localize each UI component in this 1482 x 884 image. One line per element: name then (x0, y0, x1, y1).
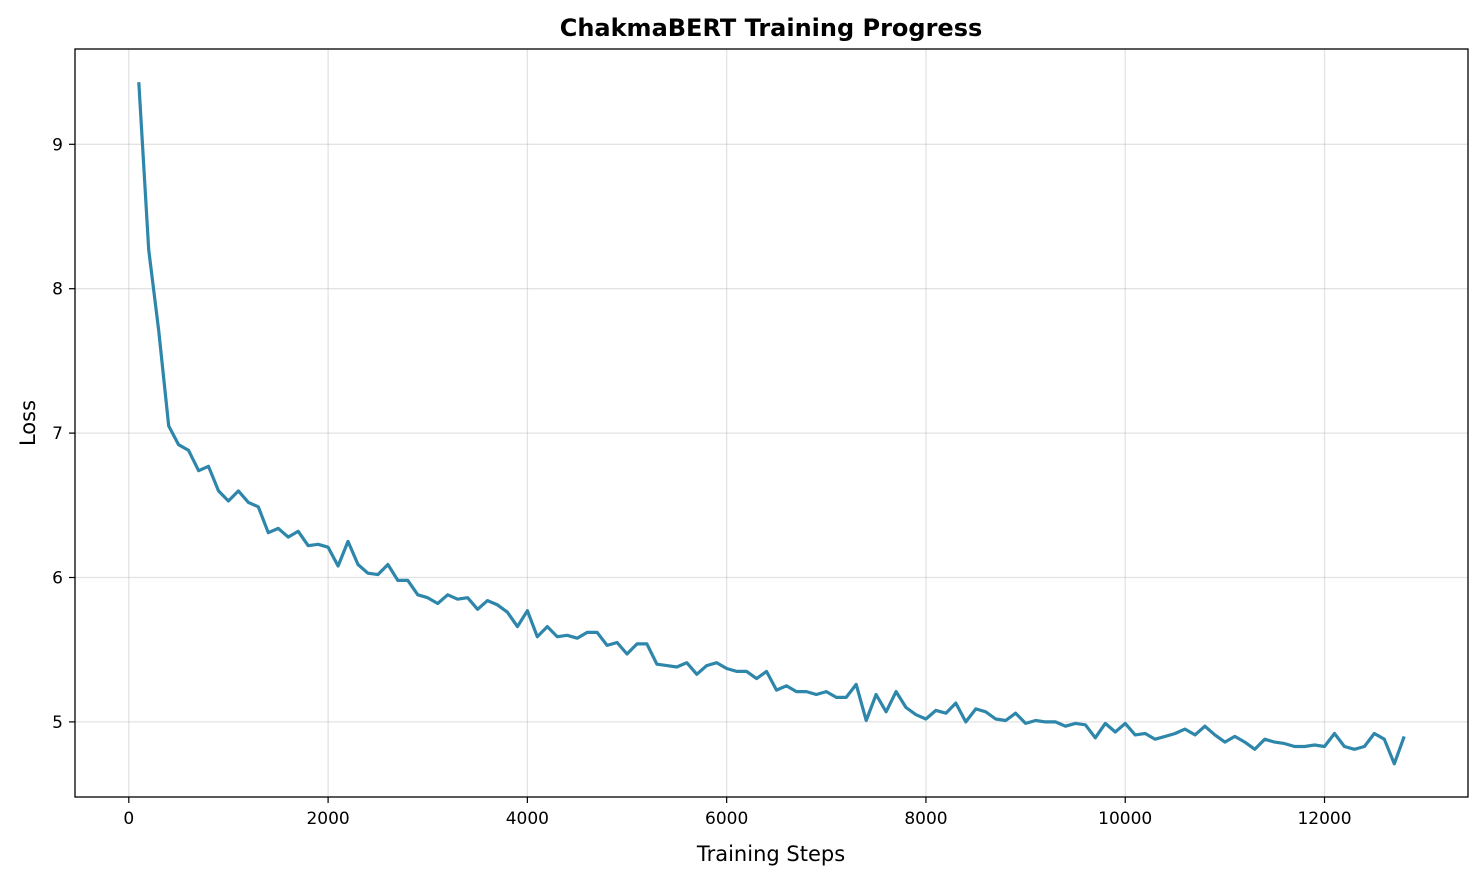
chart-title: ChakmaBERT Training Progress (560, 14, 983, 42)
y-tick-label: 5 (52, 713, 63, 733)
loss-line (137, 82, 1406, 766)
x-axis-label: Training Steps (696, 842, 845, 866)
y-axis-label: Loss (16, 400, 40, 446)
x-tick-label: 0 (123, 809, 134, 829)
x-tick-label: 10000 (1098, 809, 1152, 829)
y-tick-label: 9 (52, 135, 63, 155)
x-tick-label: 8000 (904, 809, 947, 829)
grid (75, 49, 1468, 797)
y-tick-label: 8 (52, 280, 63, 300)
x-tick-label: 4000 (506, 809, 549, 829)
y-tick-label: 6 (52, 569, 63, 589)
y-axis: 5 6 7 8 9 (52, 135, 75, 733)
x-tick-label: 12000 (1297, 809, 1351, 829)
x-tick-label: 2000 (306, 809, 349, 829)
plot-frame (74, 48, 1469, 798)
x-tick-label: 6000 (705, 809, 748, 829)
y-tick-label: 7 (52, 424, 63, 444)
x-axis: 0 2000 4000 6000 8000 10000 12000 (123, 797, 1352, 829)
series-layer (137, 82, 1406, 766)
